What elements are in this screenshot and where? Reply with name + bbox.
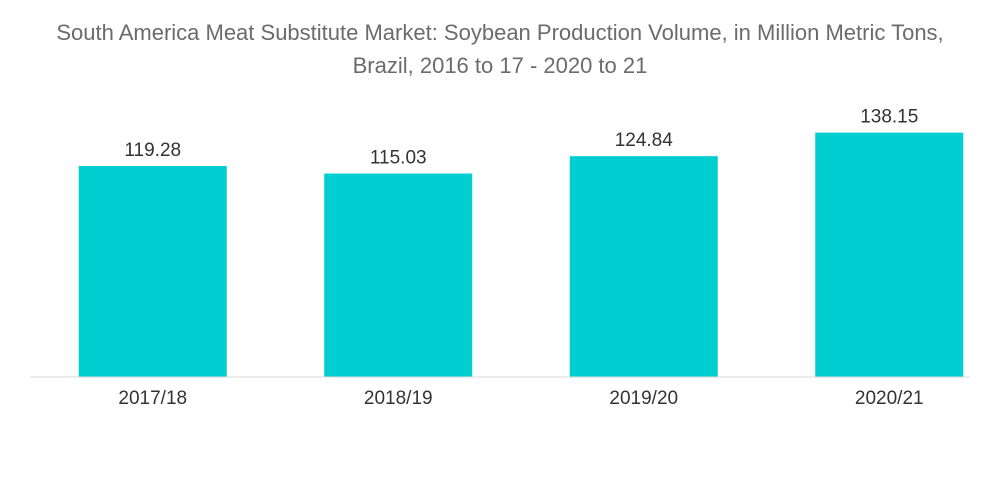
value-label-2020/21: 138.15 — [860, 107, 918, 128]
value-label-2017/18: 119.28 — [124, 140, 181, 161]
bar-2018/19 — [324, 173, 473, 377]
x-tick-label-2019/20: 2019/20 — [609, 388, 678, 409]
bars-group: 119.28 2017/18 115.03 2018/19 124.84 2019/20 1… — [78, 107, 964, 409]
x-tick-label-2017/18: 2017/18 — [118, 388, 187, 409]
bar-2020/21 — [815, 132, 964, 377]
x-tick-label-2018/19: 2018/19 — [364, 388, 433, 409]
value-label-2018/19: 115.03 — [370, 148, 427, 169]
x-tick-label-2020/21: 2020/21 — [855, 388, 924, 409]
chart-title-line-1: South America Meat Substitute Market: So… — [56, 20, 944, 45]
chart-title-line-2: Brazil, 2016 to 17 - 2020 to 21 — [352, 53, 648, 78]
chart-title: South America Meat Substitute Market: So… — [0, 16, 1000, 82]
bar-2019/20 — [569, 156, 718, 377]
value-label-2019/20: 124.84 — [615, 130, 674, 151]
bar-2017/18 — [78, 166, 227, 377]
